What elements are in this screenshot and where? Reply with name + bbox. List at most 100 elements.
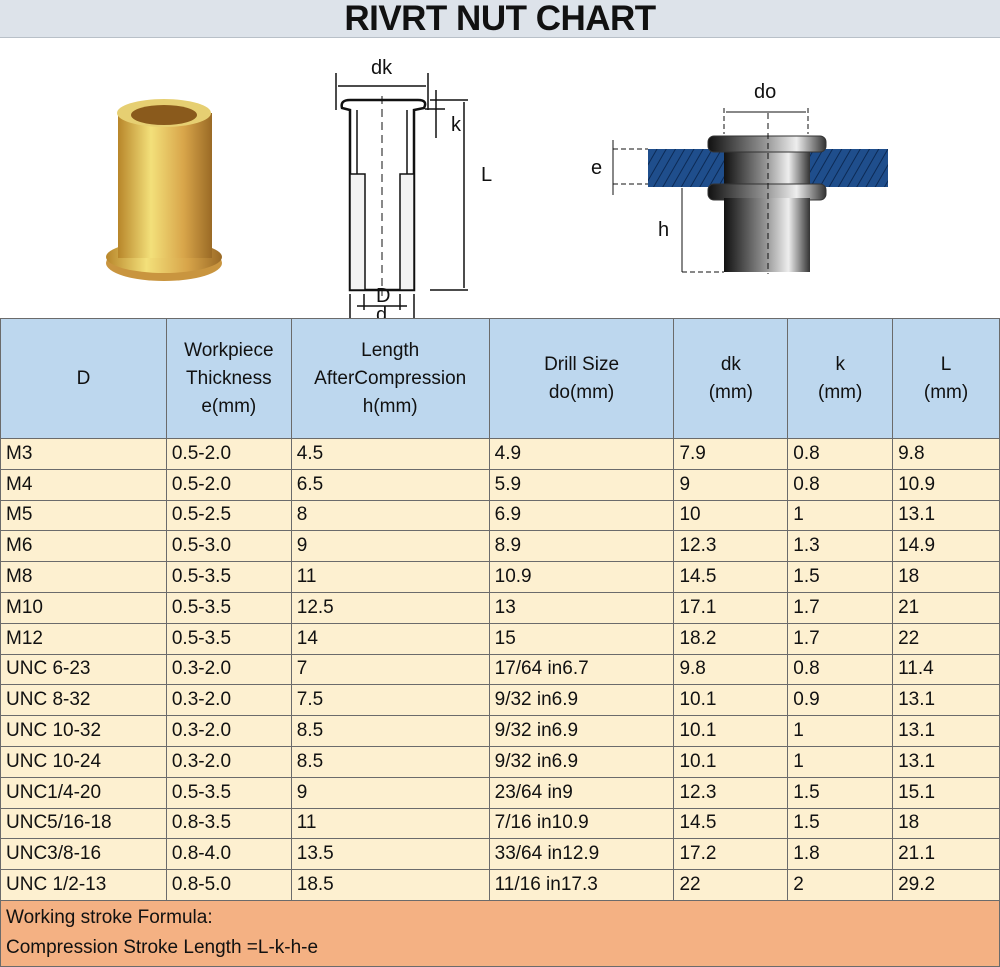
illustrations: dk k L D d do e h: [0, 38, 1000, 318]
table-cell: 8: [290, 499, 490, 532]
table-cell: 12.5: [290, 591, 490, 624]
table-cell: 2: [787, 869, 894, 901]
column-header-line: k: [835, 353, 845, 375]
table-cell: UNC5/16-18: [0, 807, 167, 840]
table-row: M12 0.5-3.5 14 15 18.2 1.7 22: [0, 622, 1000, 655]
table-cell: 15.1: [892, 776, 1000, 809]
label-do: do: [754, 81, 776, 103]
table-cell: UNC 10-32: [0, 715, 167, 747]
table-cell: 1.5: [787, 807, 894, 840]
table-cell: 6.9: [488, 499, 675, 532]
column-header-line: Drill Size: [544, 353, 620, 375]
table-row: UNC 8-32 0.3-2.0 7.5 9/32 in6.9 10.1 0.9 13.1: [0, 684, 1000, 717]
table-cell: 17.2: [673, 838, 789, 871]
column-header-line: (mm): [708, 381, 754, 403]
table-cell: 21: [892, 591, 1000, 624]
table-row: UNC 6-23 0.3-2.0 7 17/64 in6.7 9.8 0.8 11.4: [0, 653, 1000, 686]
table-cell: 1: [787, 745, 894, 778]
table-cell: 9: [290, 530, 490, 563]
label-L: L: [481, 164, 492, 186]
table-cell: 11/16 in17.3: [488, 869, 675, 901]
column-header-line: h(mm): [362, 395, 418, 417]
table-cell: 1.3: [787, 530, 894, 563]
table-cell: 14.5: [673, 807, 789, 840]
column-header: L (mm): [892, 318, 1000, 439]
table-cell: 7.5: [290, 684, 490, 717]
table-cell: 8.9: [488, 530, 675, 563]
formula-row: Working stroke Formula: Compression Stro…: [0, 899, 1000, 967]
table-cell: 8.5: [290, 715, 490, 747]
table-row: M5 0.5-2.5 8 6.9 10 1 13.1: [0, 499, 1000, 532]
table-cell: 15: [488, 622, 675, 655]
rivet-nut-section-diagram: [335, 73, 468, 318]
table-cell: 10: [673, 499, 789, 532]
table-cell: 0.8-5.0: [165, 869, 292, 901]
table-cell: 17/64 in6.7: [488, 653, 675, 686]
table-cell: 11: [290, 561, 490, 593]
table-cell: 0.8-3.5: [165, 807, 292, 840]
table-row: M8 0.5-3.5 11 10.9 14.5 1.5 18: [0, 561, 1000, 593]
column-header-line: L: [940, 353, 952, 375]
table-cell: 9: [673, 468, 789, 501]
table-row: M10 0.5-3.5 12.5 13 17.1 1.7 21: [0, 591, 1000, 624]
table-cell: 6.5: [290, 468, 490, 501]
table-cell: 0.3-2.0: [165, 715, 292, 747]
column-header-line: AfterCompression: [314, 367, 467, 389]
table-cell: 9.8: [892, 438, 1000, 470]
table-cell: 9/32 in6.9: [488, 715, 675, 747]
table-cell: 9/32 in6.9: [488, 745, 675, 778]
table-cell: 0.5-3.5: [165, 776, 292, 809]
table-cell: 5.9: [488, 468, 675, 501]
table-cell: 1: [787, 715, 894, 747]
table-cell: 11: [290, 807, 490, 840]
label-k: k: [451, 114, 462, 136]
column-header-line: (mm): [818, 381, 863, 403]
table-cell: UNC1/4-20: [0, 776, 167, 809]
table-row: UNC1/4-20 0.5-3.5 9 23/64 in9 12.3 1.5 15.1: [0, 776, 1000, 809]
table-cell: 18: [892, 807, 1000, 840]
table-cell: 33/64 in12.9: [488, 838, 675, 871]
column-header-line: do(mm): [548, 381, 615, 403]
table-cell: UNC 1/2-13: [0, 869, 167, 901]
table-cell: 0.5-2.0: [165, 468, 292, 501]
table-cell: 12.3: [673, 776, 789, 809]
table-cell: 9/32 in6.9: [488, 684, 675, 717]
table-cell: 14.9: [892, 530, 1000, 563]
formula-title: Working stroke Formula:: [6, 907, 213, 929]
label-d-outer: d: [376, 304, 387, 318]
column-header: Drill Size do(mm): [488, 318, 675, 439]
table-cell: 18.2: [673, 622, 789, 655]
table-cell: 1: [787, 499, 894, 532]
table-cell: 21.1: [892, 838, 1000, 871]
table-cell: 1.5: [787, 776, 894, 809]
column-header: Workpiece Thickness e(mm): [165, 318, 292, 439]
table-cell: 22: [673, 869, 789, 901]
table-cell: 13.5: [290, 838, 490, 871]
table-cell: 4.9: [488, 438, 675, 470]
table-cell: M4: [0, 468, 167, 501]
table-cell: 9: [290, 776, 490, 809]
rivet-nut-table: D Workpiece Thickness e(mm) Length AfterCompr…: [0, 318, 1000, 967]
table-cell: 0.5-3.0: [165, 530, 292, 563]
table-row: UNC 10-32 0.3-2.0 8.5 9/32 in6.9 10.1 1 13.1: [0, 715, 1000, 747]
table-cell: M8: [0, 561, 167, 593]
table-cell: 0.9: [787, 684, 894, 717]
table-row: M6 0.5-3.0 9 8.9 12.3 1.3 14.9: [0, 530, 1000, 563]
table-cell: M5: [0, 499, 167, 532]
table-cell: 7/16 in10.9: [488, 807, 675, 840]
chart-title: RIVRT NUT CHART: [0, 0, 1000, 38]
table-cell: 1.7: [787, 591, 894, 624]
table-cell: M6: [0, 530, 167, 563]
table-cell: 13.1: [892, 715, 1000, 747]
column-header: k (mm): [787, 318, 894, 439]
column-header-line: e(mm): [201, 395, 257, 417]
table-cell: 13.1: [892, 684, 1000, 717]
column-header-line: Thickness: [186, 367, 272, 389]
table-cell: 10.1: [673, 715, 789, 747]
table-cell: 0.8: [787, 468, 894, 501]
column-header: dk (mm): [673, 318, 789, 439]
label-e: e: [591, 157, 602, 179]
table-cell: 13: [488, 591, 675, 624]
table-cell: 0.8: [787, 653, 894, 686]
column-header: Length AfterCompression h(mm): [290, 318, 490, 439]
